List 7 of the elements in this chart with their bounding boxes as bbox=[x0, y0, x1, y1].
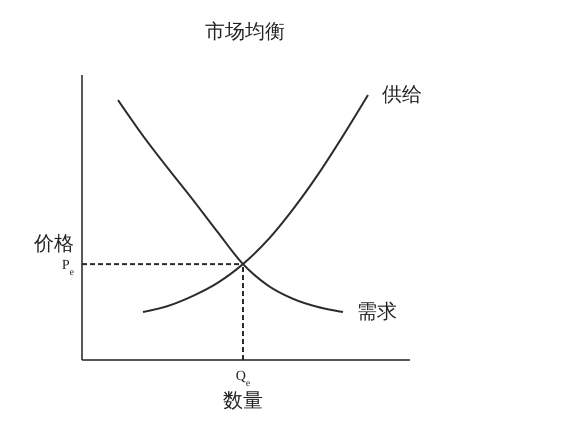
series-label: 供给 bbox=[382, 82, 422, 106]
series-label: 需求 bbox=[357, 299, 397, 324]
y-axis-title: 价格 bbox=[33, 231, 74, 256]
chart-title: 市场均衡 bbox=[205, 19, 285, 43]
ref-line-label: P$_{e}$ bbox=[62, 258, 75, 278]
text: Q$_{e}$ bbox=[236, 369, 251, 388]
x-axis-title: 数量 bbox=[223, 388, 263, 412]
